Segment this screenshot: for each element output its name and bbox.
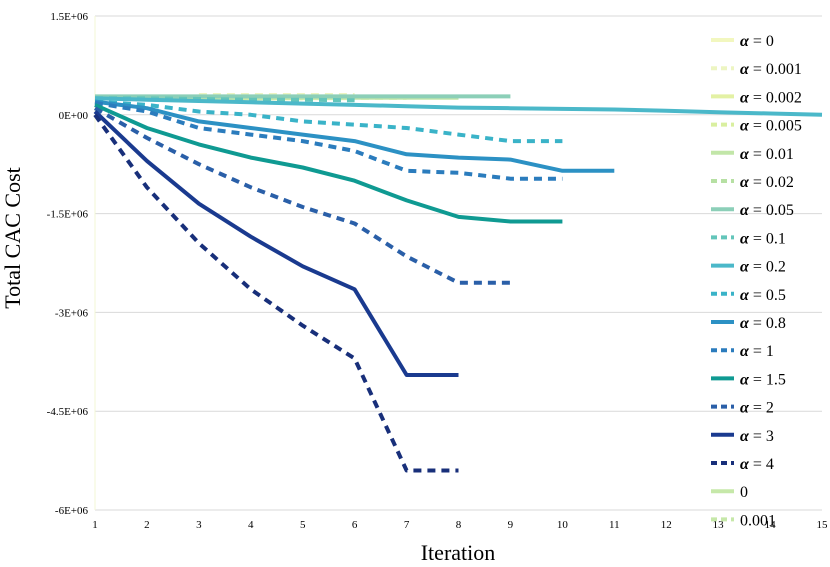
legend-label: α = 0.8 (740, 315, 786, 332)
legend-label: α = 2 (740, 400, 774, 417)
x-tick-label: 2 (144, 519, 150, 531)
series-lines (93, 93, 823, 473)
legend-label: 0 (740, 484, 748, 501)
x-tick-label: 14 (765, 519, 777, 531)
y-tick-label: -4.5E+06 (47, 406, 89, 418)
y-tick-label: 1.5E+06 (50, 11, 88, 23)
x-tick-label: 7 (404, 519, 410, 531)
x-tick-label: 6 (352, 519, 358, 531)
x-tick-label: 5 (300, 519, 306, 531)
series-line-12 (94, 103, 563, 224)
x-tick-label: 12 (661, 519, 672, 531)
x-axis-title: Iteration (421, 540, 496, 565)
legend-label: α = 0.01 (740, 146, 794, 163)
legend-label: α = 0.005 (740, 118, 802, 135)
x-tick-label: 15 (817, 519, 829, 531)
y-tick-labels: 1.5E+06 0E+00 -1.5E+06 -3E+06 -4.5E+06 -6E+06 (47, 11, 89, 517)
x-tick-label: 4 (248, 519, 254, 531)
legend-label: α = 0.05 (740, 202, 794, 219)
legend-label: 0.001 (740, 512, 776, 529)
legend-label: α = 0.002 (740, 89, 802, 106)
x-tick-label: 1 (92, 519, 98, 531)
legend-label: α = 0.1 (740, 230, 786, 247)
legend-label: α = 0.02 (740, 174, 794, 191)
x-tick-label: 9 (508, 519, 514, 531)
x-tick-labels: 1 2 3 4 5 6 7 8 9 10 11 12 13 14 15 (92, 519, 828, 531)
y-tick-label: 0E+00 (59, 110, 89, 122)
legend: α = 0 α = 0.001 α = 0.002 α = 0.005 α = 0.01… (711, 33, 802, 529)
y-tick-label: -6E+06 (55, 505, 89, 517)
legend-label: α = 0 (740, 33, 774, 50)
legend-label: α = 3 (740, 428, 774, 445)
series-line-10 (94, 99, 615, 173)
series-line-14 (93, 110, 459, 377)
series-line-15 (93, 113, 459, 473)
series-line-8 (94, 96, 823, 117)
y-tick-label: -3E+06 (55, 307, 89, 319)
y-axis-title: Total CAC Cost (0, 167, 25, 308)
y-tick-label: -1.5E+06 (47, 209, 89, 221)
legend-label: α = 0.2 (740, 259, 786, 276)
legend-label: α = 0.5 (740, 287, 786, 304)
x-tick-label: 8 (456, 519, 462, 531)
legend-label: α = 0.001 (740, 61, 802, 78)
legend-label: α = 4 (740, 456, 774, 473)
series-line-11 (94, 100, 563, 181)
legend-label: α = 1 (740, 343, 774, 360)
x-tick-label: 10 (557, 519, 569, 531)
series-line-13 (94, 106, 511, 285)
x-tick-label: 3 (196, 519, 202, 531)
x-tick-label: 13 (713, 519, 725, 531)
legend-label: α = 1.5 (740, 371, 786, 388)
x-tick-label: 11 (609, 519, 620, 531)
